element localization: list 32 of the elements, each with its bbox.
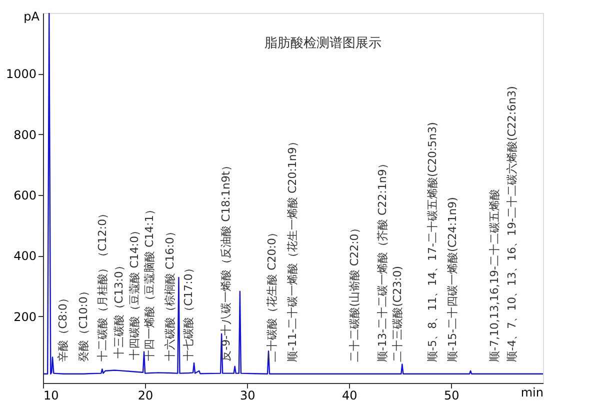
annotation: 顺-4、7、10、13、16、19-二十二碳六烯酸(C22:6n3) bbox=[505, 86, 518, 362]
annotation: 十六碳酸（棕榈酸 C16:0） bbox=[164, 226, 177, 361]
y-tick-label: 400 bbox=[14, 249, 36, 264]
annotation: 顺-11-二十碳一烯酸（花生一烯酸 C20:1n9） bbox=[286, 136, 299, 362]
annotation: 十四一烯酸（豆蔻脑酸 C14:1） bbox=[143, 204, 156, 361]
text: 脂肪酸检测谱图展示 bbox=[264, 36, 382, 51]
annotation: 辛酸（C8:0） bbox=[56, 292, 70, 362]
annotation: 十七碳酸（C17:0） bbox=[182, 262, 195, 361]
x-tick-label: 40 bbox=[342, 388, 358, 402]
annotation: 二十三碳酸(C23:0) bbox=[391, 266, 404, 362]
x-tick-label: 20 bbox=[138, 388, 154, 402]
y-tick-label: 800 bbox=[14, 128, 36, 142]
annotation: 二十二碳酸(山嵛酸 C22:0） bbox=[348, 222, 362, 362]
x-tick-label: 10 bbox=[44, 388, 59, 402]
annotation: 二十碳酸（花生酸 C20:0） bbox=[266, 227, 279, 362]
annotation: 顺-13-二十二碳一烯酸（芥酸 C22:1n9） bbox=[376, 158, 389, 362]
x-axis-title: min bbox=[520, 386, 544, 400]
y-tick-label: 1000 bbox=[6, 67, 36, 82]
annotation: 十二碳酸（月桂酸）（C12:0） bbox=[96, 208, 110, 362]
annotation: 反-9-十八碳一烯酸（反油酸 C18:1n9t） bbox=[220, 160, 233, 362]
annotation: 十四碳酸（豆蔻酸 C14:0） bbox=[128, 224, 141, 360]
y-axis-title: pA bbox=[24, 10, 40, 24]
x-tick-label: 30 bbox=[240, 388, 256, 402]
annotation: 癸酸（C10:0） bbox=[76, 286, 90, 362]
y-tick-label: 200 bbox=[14, 310, 36, 324]
annotation: 顺-7,10,13,16,19-二十二碳五烯酸 bbox=[488, 188, 502, 362]
annotation: 顺-15-二十四碳一烯酸(C24:1n9) bbox=[446, 197, 460, 362]
y-tick-label: 600 bbox=[14, 188, 36, 202]
x-tick-label: 50 bbox=[444, 388, 460, 402]
annotation: 顺-5、8、11、14、17-二十碳五烯酸(C20:5n3) bbox=[426, 122, 439, 362]
line-series bbox=[43, 13, 543, 374]
annotation: 十三碳酸（C13:0） bbox=[112, 260, 126, 359]
